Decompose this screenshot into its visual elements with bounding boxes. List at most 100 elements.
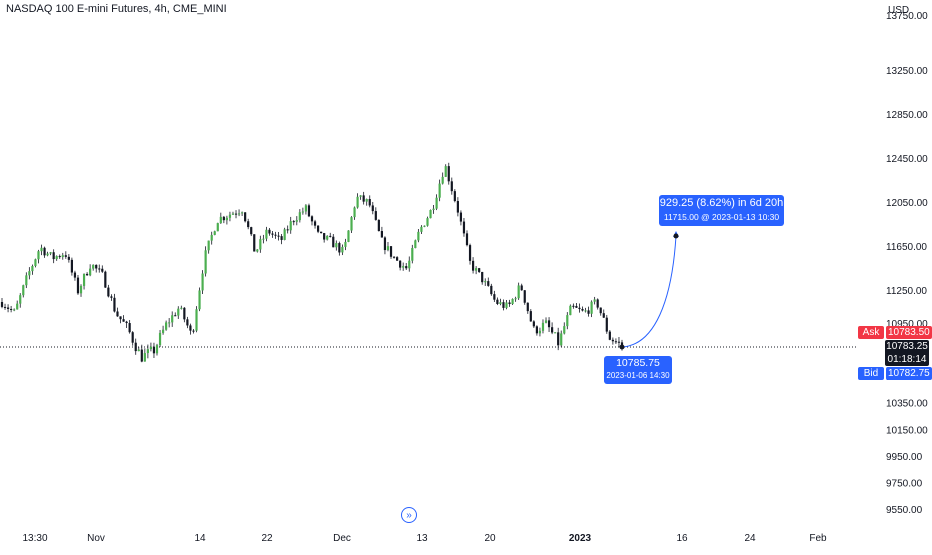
- candle-up: [16, 303, 19, 310]
- candle-down: [234, 213, 238, 215]
- candle-down: [247, 221, 250, 228]
- candle-down: [578, 307, 581, 309]
- candle-up: [216, 223, 219, 232]
- candle-down: [95, 264, 98, 269]
- candle-down: [478, 268, 481, 272]
- candle-down: [113, 297, 116, 312]
- price-tick-label: 9750.00: [886, 478, 923, 489]
- candle-up: [344, 241, 347, 247]
- candle-down: [611, 339, 614, 342]
- candle-up: [259, 239, 262, 250]
- candle-up: [82, 273, 86, 286]
- candle-down: [490, 285, 493, 295]
- candle-up: [13, 309, 16, 311]
- candle-up: [22, 285, 25, 296]
- candle-up: [538, 330, 542, 334]
- candle-up: [560, 333, 563, 346]
- price-tick-label: 10950.00: [886, 319, 928, 330]
- candle-down: [526, 302, 529, 312]
- candle-down: [125, 321, 128, 324]
- candle-down: [602, 313, 605, 318]
- candle-down: [323, 233, 326, 240]
- candle-up: [289, 221, 292, 231]
- projection-end-point[interactable]: [673, 233, 679, 239]
- candle-up: [420, 226, 423, 232]
- candle-down: [581, 308, 584, 311]
- candle-down: [274, 234, 277, 236]
- chart-title: NASDAQ 100 E-mini Futures, 4h, CME_MINI: [6, 3, 227, 15]
- candle-down: [280, 236, 283, 240]
- candle-down: [128, 323, 131, 333]
- candle-up: [347, 230, 350, 242]
- candle-up: [444, 166, 447, 177]
- candle-down: [532, 321, 535, 327]
- candle-down: [392, 256, 396, 258]
- candle-down: [535, 326, 539, 334]
- candle-down: [0, 302, 4, 307]
- candle-down: [605, 317, 608, 332]
- candle-down: [599, 307, 602, 314]
- time-axis[interactable]: 13:30 Nov 14 22 Dec 13 20 2023 16 24 Feb: [22, 533, 827, 544]
- candle-up: [505, 302, 508, 308]
- candle-down: [487, 281, 490, 286]
- projection-target: 11715.00 @ 2023-01-13 10:30: [663, 212, 780, 222]
- candle-up: [61, 255, 64, 258]
- candle-down: [371, 205, 374, 212]
- price-tick-label: 12850.00: [886, 110, 928, 121]
- candle-up: [304, 205, 308, 212]
- last-price-value: 10783.25: [886, 341, 928, 352]
- candle-down: [277, 235, 280, 237]
- candle-down: [329, 235, 332, 237]
- bid-value: 10782.75: [886, 367, 932, 380]
- candle-up: [46, 253, 49, 256]
- candle-up: [499, 302, 502, 304]
- time-tick-label: 24: [744, 533, 756, 544]
- candle-down: [557, 332, 560, 346]
- candle-down: [320, 231, 323, 234]
- projection-curve: [621, 235, 677, 348]
- candle-up: [554, 332, 557, 334]
- projection-label[interactable]: 929.25 (8.62%) in 6d 20h 11715.00 @ 2023…: [659, 195, 784, 226]
- candle-down: [3, 306, 7, 308]
- candle-down: [608, 331, 611, 340]
- projection-change: 929.25 (8.62%) in 6d 20h: [659, 197, 784, 209]
- price-tick-label: 9550.00: [886, 505, 923, 516]
- candle-down: [64, 255, 67, 257]
- candle-up: [165, 322, 168, 330]
- candle-down: [395, 257, 399, 261]
- candle-down: [6, 307, 10, 309]
- candle-down: [502, 302, 505, 308]
- price-tick-label: 9950.00: [886, 452, 923, 463]
- candle-up: [566, 315, 569, 327]
- projection-start-label[interactable]: 10785.75 2023-01-06 14:30: [604, 356, 672, 384]
- candle-down: [508, 302, 511, 305]
- price-tick-label: 10150.00: [886, 425, 928, 436]
- price-axis[interactable]: 9550.009750.009950.0010150.0010350.00105…: [886, 11, 928, 516]
- candle-up: [402, 266, 405, 268]
- time-tick-label: Nov: [87, 533, 105, 544]
- time-tick-label: Feb: [809, 533, 827, 544]
- projection-start-point[interactable]: [619, 344, 625, 350]
- candle-up: [511, 299, 514, 305]
- candle-down: [596, 299, 599, 308]
- candle-up: [55, 256, 58, 260]
- bid-price-tag: Bid 10782.75: [858, 367, 932, 380]
- candle-down: [268, 229, 271, 234]
- candle-down: [67, 256, 70, 260]
- candle-down: [104, 271, 107, 288]
- candle-down: [316, 225, 320, 232]
- candle-up: [204, 250, 207, 274]
- candle-down: [465, 233, 469, 246]
- candles-group: [0, 162, 624, 363]
- candle-up: [341, 246, 344, 253]
- scroll-to-realtime-button[interactable]: »: [401, 507, 417, 523]
- candle-down: [614, 341, 618, 343]
- candle-up: [228, 214, 232, 218]
- candle-down: [338, 243, 341, 253]
- time-tick-label: 16: [676, 533, 688, 544]
- time-tick-label: 14: [194, 533, 206, 544]
- candle-down: [368, 199, 371, 206]
- candle-up: [326, 235, 329, 240]
